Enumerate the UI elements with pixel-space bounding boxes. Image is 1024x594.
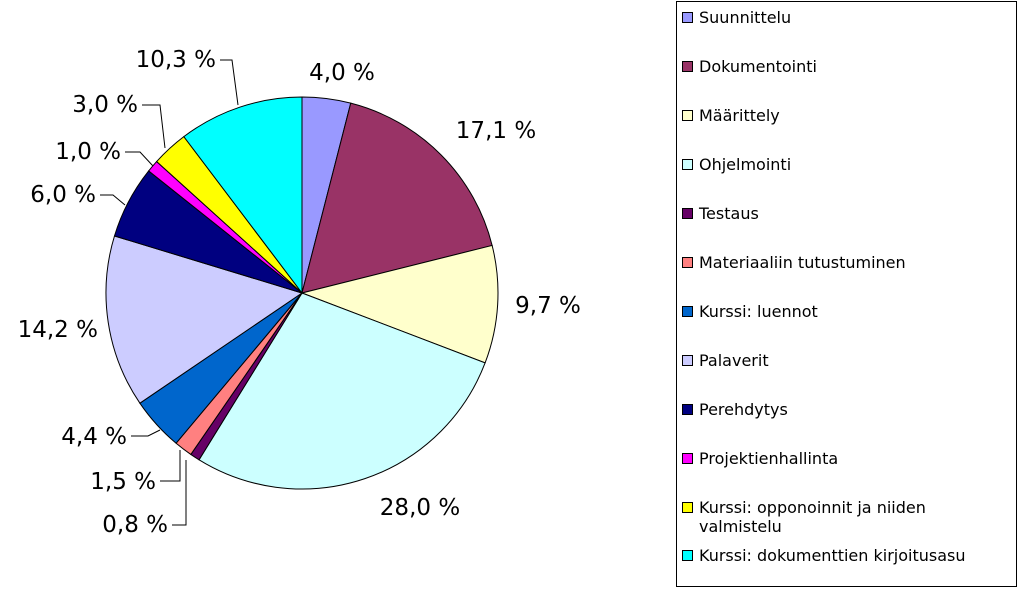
slice-data-label-5: 0,8 % [102, 512, 168, 538]
legend-swatch [682, 306, 693, 317]
legend-swatch [682, 159, 693, 170]
legend-swatch [682, 550, 693, 561]
pie-slice-12 [183, 96, 303, 295]
slice-data-label-7: 4,4 % [61, 424, 127, 450]
legend-label: Perehdytys [699, 400, 788, 419]
leader-line-10 [125, 151, 154, 167]
leader-line-7 [131, 429, 161, 437]
legend-label: Palaverit [699, 351, 769, 370]
slice-data-label-12: 10,3 % [136, 47, 216, 73]
legend-item: Suunnittelu [682, 8, 1010, 27]
pie-slice-2 [301, 102, 493, 294]
legend-label: Kurssi: luennot [699, 302, 818, 321]
leader-line-5 [172, 460, 187, 526]
leader-line-12 [220, 59, 239, 106]
pie-slice-4 [198, 292, 486, 490]
legend-swatch [682, 502, 693, 513]
slice-data-label-9: 6,0 % [30, 182, 96, 208]
legend-label: Kurssi: dokumenttien kirjoitusasu [699, 546, 966, 565]
legend-label: Projektienhallinta [699, 449, 839, 468]
legend-swatch [682, 61, 693, 72]
pie-slice-3 [300, 244, 499, 364]
slice-data-label-8: 14,2 % [18, 317, 98, 343]
legend-label: Ohjelmointi [699, 155, 792, 174]
legend-item: Palaverit [682, 351, 1010, 370]
legend-item: Perehdytys [682, 400, 1010, 419]
pie-chart: 4,0 % 17,1 % 9,7 % 28,0 % 0,8 % 1,5 % 4,4 % 14,… [18, 47, 581, 538]
slice-data-label-3: 9,7 % [515, 293, 581, 319]
legend-item: Kurssi: dokumenttien kirjoitusasu [682, 546, 1010, 565]
legend-label: Kurssi: opponoinnit ja niiden valmistelu [699, 498, 926, 536]
legend-swatch [682, 453, 693, 464]
legend-item: Kurssi: luennot [682, 302, 1010, 321]
chart-legend: Suunnittelu Dokumentointi Määrittely Ohjelm… [676, 1, 1017, 587]
legend-swatch [682, 404, 693, 415]
leader-line-6 [160, 450, 181, 482]
legend-swatch [682, 208, 693, 219]
legend-item: Testaus [682, 204, 1010, 223]
legend-item: Dokumentointi [682, 57, 1010, 76]
legend-item: Kurssi: opponoinnit ja niiden valmistelu [682, 498, 1010, 536]
pie-chart-area: 4,0 % 17,1 % 9,7 % 28,0 % 0,8 % 1,5 % 4,4 % 14,… [18, 47, 581, 538]
legend-swatch [682, 110, 693, 121]
leader-line-9 [100, 194, 126, 206]
slice-data-label-4: 28,0 % [380, 495, 460, 521]
legend-item: Määrittely [682, 106, 1010, 125]
slice-data-label-1: 4,0 % [309, 60, 375, 86]
legend-swatch [682, 12, 693, 23]
slice-data-label-6: 1,5 % [90, 469, 156, 495]
legend-label: Materiaaliin tutustuminen [699, 253, 906, 272]
legend-label: Dokumentointi [699, 57, 817, 76]
legend-swatch [682, 257, 693, 268]
slice-data-label-2: 17,1 % [456, 118, 536, 144]
leader-line-11 [142, 104, 166, 149]
legend-label: Suunnittelu [699, 8, 792, 27]
legend-swatch [682, 355, 693, 366]
legend-item: Projektienhallinta [682, 449, 1010, 468]
legend-label: Testaus [699, 204, 759, 223]
slice-data-label-10: 1,0 % [55, 139, 121, 165]
legend-item: Materiaaliin tutustuminen [682, 253, 1010, 272]
legend-item: Ohjelmointi [682, 155, 1010, 174]
legend-label: Määrittely [699, 106, 780, 125]
slice-data-label-11: 3,0 % [72, 92, 138, 118]
pie-slice-8 [105, 235, 304, 404]
